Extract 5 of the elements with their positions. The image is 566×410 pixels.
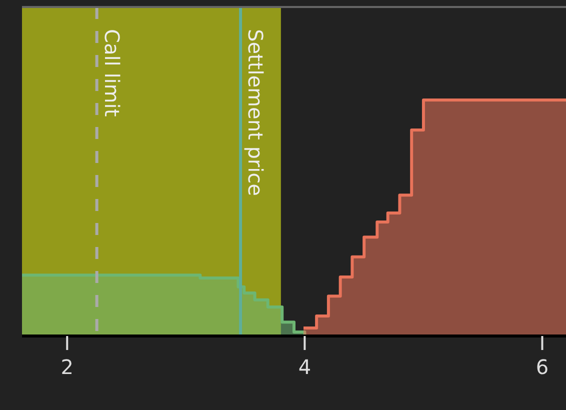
ref-line-label: Settlement price [244,29,268,196]
ref-line-label: Call limit [100,29,124,117]
x-tick-label: 4 [298,355,312,379]
x-tick-label: 6 [536,355,549,379]
x-tick-label: 2 [60,355,74,379]
